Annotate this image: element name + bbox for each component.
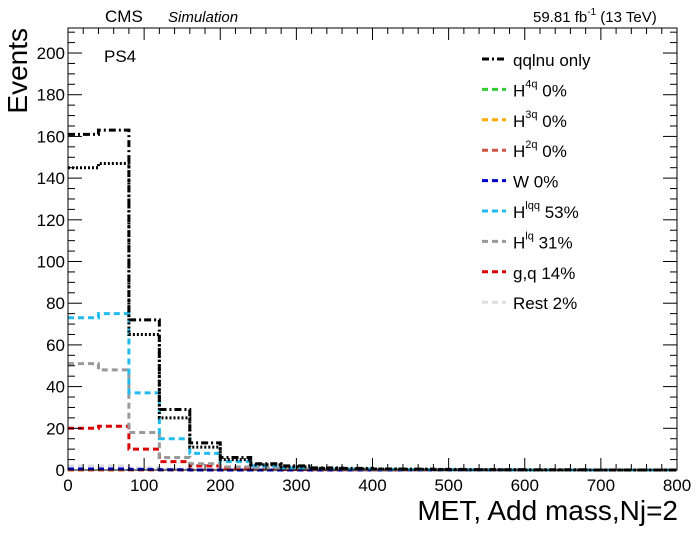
cms-label: CMS: [105, 7, 143, 26]
x-tick-label: 300: [282, 476, 310, 495]
y-tick-label: 60: [46, 336, 65, 355]
lumi-value: 59.81 fb: [533, 9, 587, 26]
y-tick-label: 120: [37, 211, 65, 230]
y-axis-title: Events: [2, 28, 33, 114]
legend: qqlnu only H4q 0% H3q 0% H2q 0% W 0% Hlqq 53%…: [482, 51, 591, 313]
lumi-energy: (13 TeV): [596, 9, 657, 26]
y-tick-label: 100: [37, 253, 65, 272]
y-tick-label: 200: [37, 44, 65, 63]
legend-entry: Hlqq 53%: [513, 200, 579, 222]
simulation-label: Simulation: [168, 9, 238, 26]
y-tick-label: 20: [46, 419, 65, 438]
axis-ticks: 0 100 200 300 400 500 600 700 800 0 20 40 60 80 100 120…: [37, 28, 691, 495]
legend-entry: Hlq 31%: [513, 230, 573, 252]
lumi-exponent: -1: [587, 7, 596, 18]
legend-entry: qqlnu only: [513, 51, 591, 70]
x-tick-label: 400: [358, 476, 386, 495]
x-tick-label: 700: [587, 476, 615, 495]
legend-entry: H2q 0%: [513, 139, 567, 161]
series-layer: [68, 128, 677, 472]
x-tick-label: 100: [130, 476, 158, 495]
x-tick-label: 600: [511, 476, 539, 495]
legend-entry: W 0%: [513, 173, 558, 192]
x-axis-title: MET, Add mass,Nj=2: [417, 495, 678, 526]
x-tick-label: 500: [434, 476, 462, 495]
y-tick-label: 160: [37, 127, 65, 146]
legend-entry: H4q 0%: [513, 78, 567, 100]
x-tick-label: 800: [663, 476, 691, 495]
region-label: PS4: [104, 47, 136, 66]
y-tick-label: 180: [37, 86, 65, 105]
y-tick-label: 80: [46, 294, 65, 313]
y-tick-label: 140: [37, 169, 65, 188]
y-tick-label: 40: [46, 378, 65, 397]
series-line-6: [68, 362, 677, 472]
legend-entry: H3q 0%: [513, 109, 567, 131]
legend-entry: g,q 14%: [513, 264, 575, 283]
x-tick-label: 200: [206, 476, 234, 495]
x-tick-label: 0: [63, 476, 72, 495]
luminosity-label: 59.81 fb-1 (13 TeV): [533, 7, 657, 26]
legend-entry: Rest 2%: [513, 294, 577, 313]
y-tick-label: 0: [56, 461, 65, 480]
